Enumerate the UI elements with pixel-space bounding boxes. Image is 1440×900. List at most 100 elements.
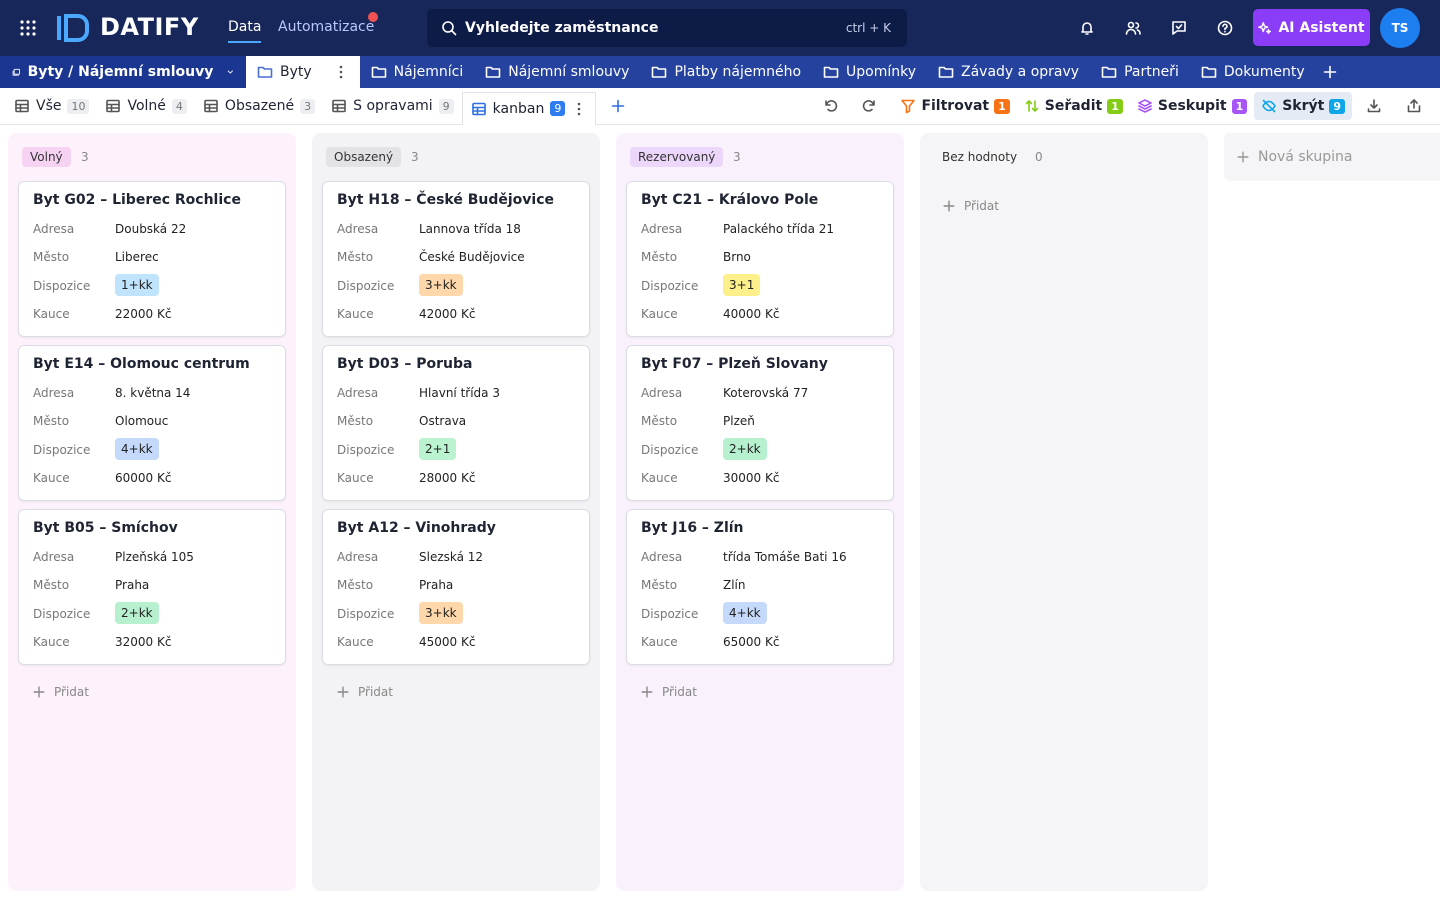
add-view[interactable] [596,98,640,114]
view-tab[interactable]: kanban 9 [461,91,597,125]
field-label: Kauce [337,635,374,649]
field-label: Kauce [33,635,70,649]
field-label: Kauce [337,307,374,321]
toolbar-button[interactable]: Seskupit 1 [1130,92,1254,120]
breadcrumb[interactable]: Byty / Nájemní smlouvy [0,56,246,88]
nav-automation[interactable]: Automatizace [278,19,375,35]
view-label: Volné [127,98,166,114]
view-label: Vše [36,98,62,114]
record-card[interactable]: Byt H18 – České Budějovice Adresa Lannova … [322,181,590,337]
chat-icon[interactable] [1171,20,1187,36]
logo[interactable]: DATIFY [100,13,199,41]
toolbar-button[interactable]: Skrýt 9 [1254,92,1352,120]
toolbar-button[interactable]: Seřadit 1 [1017,92,1130,120]
table-tab[interactable]: Partneři [1090,56,1190,88]
table-icon [471,102,486,115]
help-icon[interactable] [1217,20,1233,36]
add-card[interactable]: Přidat [640,685,697,699]
field-label: Kauce [641,635,678,649]
field-value: 40000 Kč [723,307,780,321]
add-card[interactable]: Přidat [336,685,393,699]
export[interactable] [1366,98,1422,114]
nav-data[interactable]: Data [228,19,262,43]
table-tab[interactable]: Platby nájemného [640,56,812,88]
folder-icon [1201,66,1217,78]
field-value: Koterovská 77 [723,386,809,400]
new-group[interactable]: Nová skupina [1224,133,1440,181]
avatar[interactable]: TS [1380,8,1420,48]
table-tab-label: Nájemní smlouvy [508,64,630,80]
field-label: Adresa [641,386,683,400]
record-card[interactable]: Byt C21 – Královo Pole Adresa Palackého tř… [626,181,894,337]
record-card[interactable]: Byt J16 – Zlín Adresa třída Tomáše Bati 16… [626,509,894,665]
field-value: Brno [723,250,751,264]
group-label: Obsazený [326,147,402,167]
field-value: Ostrava [419,414,467,428]
field-value: Slezská 12 [419,550,484,564]
view-tab[interactable]: Obsazené 3 [195,88,323,125]
logo-icon [57,14,89,42]
search-placeholder: Vyhledejte zaměstnance [465,20,659,36]
field-value: 65000 Kč [723,635,780,649]
field-value: 32000 Kč [115,635,172,649]
field-label: Dispozice [33,443,91,457]
table-tab[interactable]: Závady a opravy [927,56,1090,88]
field-label: Dispozice [337,443,395,457]
table-tab[interactable]: Nájemní smlouvy [474,56,640,88]
search-box[interactable]: Vyhledejte zaměstnance ctrl + K [427,9,907,47]
tool-icon [1262,99,1277,113]
card-title: Byt G02 – Liberec Rochlice [33,192,241,208]
users-icon[interactable] [1125,20,1141,36]
folder-icon [371,66,386,78]
table-tab-label: Upomínky [846,64,917,80]
tool-icon [1025,100,1039,112]
notification-dot [368,12,378,22]
field-value: Liberec [115,250,159,264]
plus-icon [641,686,653,698]
undo[interactable] [823,98,877,114]
top-bar: DATIFY Data Automatizace Vyhledejte zamě… [0,0,1440,56]
table-tab-label: Platby nájemného [674,64,802,80]
view-tab[interactable]: Volné 4 [97,88,194,125]
table-tab-label: Závady a opravy [961,64,1080,80]
view-tab[interactable]: S opravami 9 [323,88,462,125]
field-badge: 3+kk [419,602,463,624]
add-card[interactable]: Přidat [32,685,89,699]
card-title: Byt A12 – Vinohrady [337,520,496,536]
table-tab[interactable]: Nájemníci [360,56,475,88]
add-label: Přidat [662,685,697,699]
download-icon [1367,99,1381,113]
field-value: Olomouc [115,414,169,428]
table-tabs: Byty / Nájemní smlouvy Byty Nájemníci Náje… [0,56,1440,88]
folder-icon [823,66,839,78]
record-card[interactable]: Byt F07 – Plzeň Slovany Adresa Koterovská … [626,345,894,501]
view-tab[interactable]: Vše 10 [6,88,97,125]
tool-label: Skrýt [1282,98,1325,114]
ai-button[interactable]: AI Asistent [1253,9,1370,46]
record-card[interactable]: Byt A12 – Vinohrady Adresa Slezská 12 Město… [322,509,590,665]
record-card[interactable]: Byt E14 – Olomouc centrum Adresa 8. května… [18,345,286,501]
toolbar-button[interactable]: Filtrovat 1 [893,92,1016,120]
search-shortcut: ctrl + K [845,21,891,35]
folder-icon [485,66,501,78]
field-label: Kauce [33,307,70,321]
field-badge: 3+kk [419,274,463,296]
field-value: 8. května 14 [115,386,191,400]
group-label: Bez hodnoty [934,147,1026,167]
table-tab[interactable]: Dokumenty [1190,56,1316,88]
more-icon [339,65,342,79]
bell-icon[interactable] [1079,20,1095,36]
apps-icon[interactable] [20,20,36,36]
record-card[interactable]: Byt B05 – Smíchov Adresa Plzeňská 105 Město… [18,509,286,665]
table-tab[interactable]: Byty [246,56,360,88]
record-card[interactable]: Byt D03 – Poruba Adresa Hlavní třída 3 Měst… [322,345,590,501]
new-group-label: Nová skupina [1258,149,1353,165]
table-tab[interactable]: Upomínky [812,56,927,88]
record-card[interactable]: Byt G02 – Liberec Rochlice Adresa Doubská … [18,181,286,337]
card-title: Byt D03 – Poruba [337,356,473,372]
card-title: Byt E14 – Olomouc centrum [33,356,250,372]
field-label: Kauce [641,471,678,485]
add-card[interactable]: Přidat [942,199,999,213]
field-label: Město [33,250,70,264]
field-label: Adresa [641,222,683,236]
